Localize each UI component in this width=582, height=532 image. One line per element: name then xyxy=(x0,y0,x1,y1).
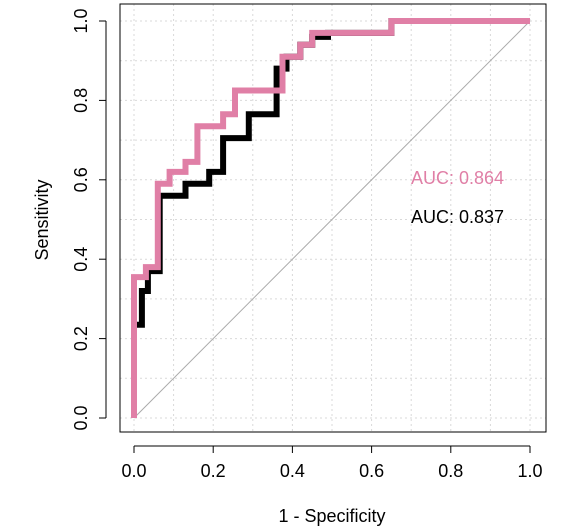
y-axis: 0.0 0.2 0.4 0.6 0.8 1.0 xyxy=(71,8,107,431)
y-tick-label: 0.0 xyxy=(71,405,91,430)
plot-frame xyxy=(119,3,547,433)
y-tick-label: 0.4 xyxy=(71,247,91,272)
x-tick-label: 0.6 xyxy=(359,461,384,481)
x-tick-label: 1.0 xyxy=(517,461,542,481)
x-axis: 0.0 0.2 0.4 0.6 0.8 1.0 xyxy=(121,445,543,481)
y-tick-label: 0.6 xyxy=(71,167,91,192)
series-layer xyxy=(131,18,530,418)
y-tick-label: 0.8 xyxy=(71,88,91,113)
x-tick-label: 0.2 xyxy=(201,461,226,481)
auc-label-black: AUC: 0.837 xyxy=(411,207,504,227)
auc-label-pink: AUC: 0.864 xyxy=(411,168,504,188)
roc-curve-pink xyxy=(131,18,530,418)
y-tick-label: 1.0 xyxy=(71,8,91,33)
grid xyxy=(120,4,546,432)
reference-diagonal-line xyxy=(133,20,531,419)
x-tick-label: 0.0 xyxy=(121,461,146,481)
y-tick-label: 0.2 xyxy=(71,326,91,351)
x-tick-label: 0.4 xyxy=(280,461,305,481)
y-axis-label: Sensitivity xyxy=(32,179,52,260)
x-tick-label: 0.8 xyxy=(438,461,463,481)
x-axis-label: 1 - Specificity xyxy=(278,506,385,526)
